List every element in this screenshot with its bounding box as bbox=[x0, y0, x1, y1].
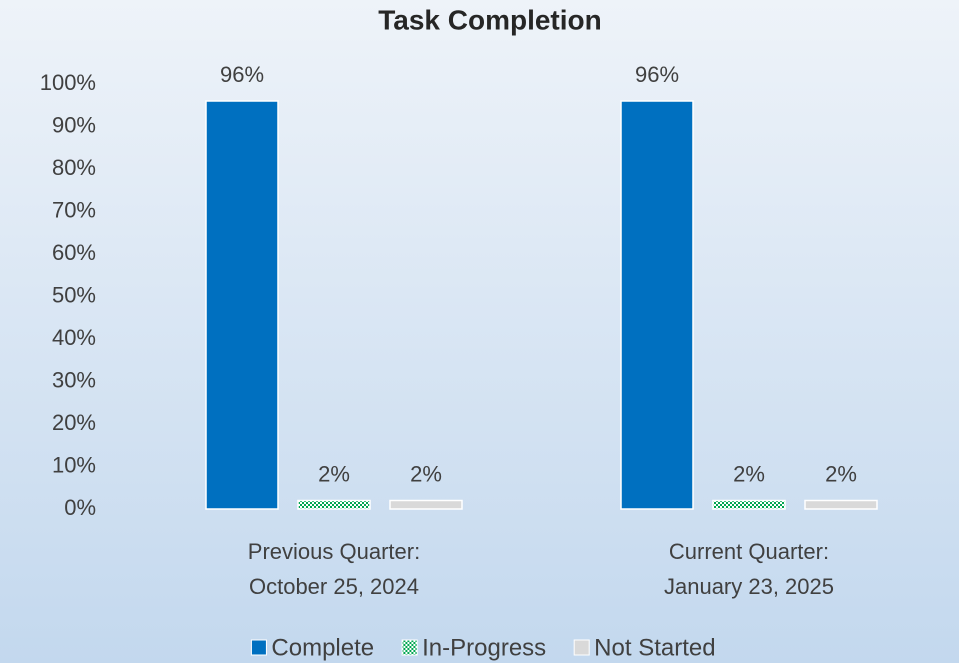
y-tick-label: 10% bbox=[52, 452, 96, 477]
y-tick-label: 20% bbox=[52, 410, 96, 435]
y-tick-label: 50% bbox=[52, 282, 96, 307]
y-tick-label: 80% bbox=[52, 155, 96, 180]
bar bbox=[712, 499, 786, 510]
x-tick-label: October 25, 2024 bbox=[249, 574, 419, 599]
bar bbox=[620, 100, 694, 510]
legend-label: Not Started bbox=[594, 634, 715, 661]
legend-swatch bbox=[573, 639, 590, 656]
y-tick-label: 100% bbox=[40, 70, 96, 95]
x-tick-label: January 23, 2025 bbox=[664, 574, 834, 599]
y-tick-label: 70% bbox=[52, 197, 96, 222]
y-tick-label: 60% bbox=[52, 240, 96, 265]
value-label: 96% bbox=[635, 62, 679, 87]
bar bbox=[205, 100, 279, 510]
y-tick-label: 40% bbox=[52, 325, 96, 350]
bar bbox=[389, 499, 463, 510]
legend-swatch bbox=[250, 639, 267, 656]
legend-label: In-Progress bbox=[422, 634, 546, 661]
chart-title: Task Completion bbox=[378, 4, 602, 35]
y-tick-label: 90% bbox=[52, 112, 96, 137]
x-tick-label: Previous Quarter: bbox=[248, 539, 420, 564]
bar bbox=[804, 499, 878, 510]
legend-swatch bbox=[401, 639, 418, 656]
value-label: 96% bbox=[220, 62, 264, 87]
value-label: 2% bbox=[733, 461, 765, 486]
y-tick-label: 30% bbox=[52, 367, 96, 392]
value-label: 2% bbox=[410, 461, 442, 486]
y-tick-label: 0% bbox=[64, 495, 96, 520]
legend: Complete In-Progress Not Started bbox=[250, 634, 716, 661]
value-label: 2% bbox=[825, 461, 857, 486]
x-tick-label: Current Quarter: bbox=[669, 539, 829, 564]
bar bbox=[297, 499, 371, 510]
value-label: 2% bbox=[318, 461, 350, 486]
legend-label: Complete bbox=[271, 634, 374, 661]
